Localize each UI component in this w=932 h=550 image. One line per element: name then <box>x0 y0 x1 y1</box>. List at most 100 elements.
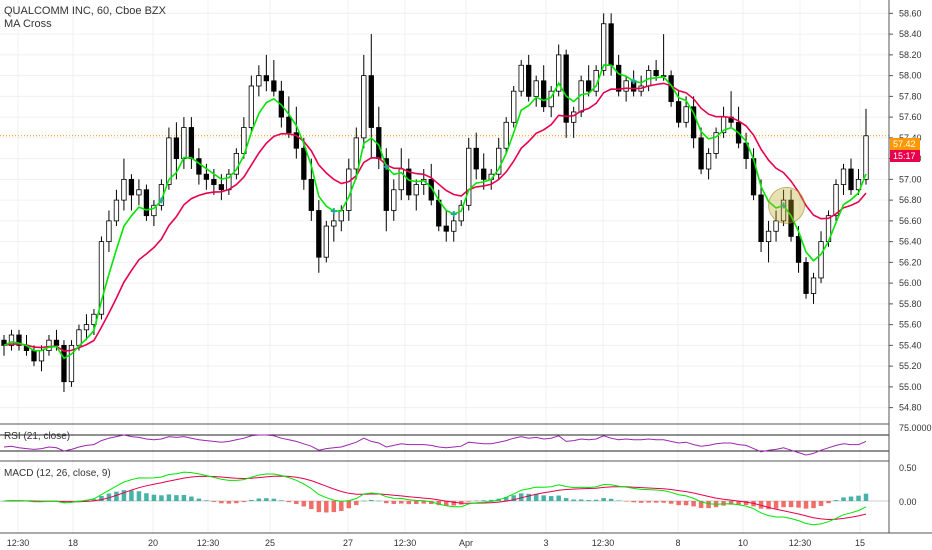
candle[interactable] <box>571 106 577 138</box>
candle[interactable] <box>271 60 277 97</box>
candle[interactable] <box>196 148 202 185</box>
candle[interactable] <box>503 117 509 154</box>
candle[interactable] <box>443 210 449 242</box>
indicator-label: MA Cross <box>4 18 52 30</box>
candle[interactable] <box>323 220 329 263</box>
candle-body <box>623 80 629 92</box>
candle[interactable] <box>473 132 479 180</box>
candle[interactable] <box>293 106 299 159</box>
candle[interactable] <box>143 184 150 221</box>
candle[interactable] <box>353 127 359 180</box>
candle-body <box>511 90 517 123</box>
candle[interactable] <box>383 148 389 232</box>
candle-body <box>76 329 82 346</box>
candle[interactable] <box>16 329 22 351</box>
candle[interactable] <box>840 163 847 195</box>
time-tick-label: Apr <box>459 538 473 548</box>
candle[interactable] <box>61 340 67 393</box>
candle[interactable] <box>466 137 472 211</box>
macd-histogram-bar <box>473 500 479 502</box>
candle[interactable] <box>248 75 255 133</box>
macd-histogram-bar <box>646 501 651 503</box>
candle[interactable] <box>586 65 592 97</box>
candle[interactable] <box>46 335 52 356</box>
candle[interactable] <box>496 137 502 180</box>
macd-histogram-bar <box>361 500 367 502</box>
macd-histogram-bar <box>219 501 224 504</box>
macd-histogram-bar <box>541 495 546 501</box>
candle[interactable] <box>705 148 712 180</box>
candle[interactable] <box>413 179 419 211</box>
candle[interactable] <box>136 179 142 206</box>
candle-body <box>248 85 255 128</box>
candle[interactable] <box>8 329 15 351</box>
candle[interactable] <box>263 54 269 92</box>
candle[interactable] <box>863 108 869 185</box>
time-tick-label: 15 <box>855 538 865 548</box>
candle[interactable] <box>106 210 112 253</box>
macd-histogram-bar <box>294 501 299 505</box>
candle[interactable] <box>316 200 322 273</box>
candle[interactable] <box>563 49 569 138</box>
candle[interactable] <box>526 54 532 102</box>
candle[interactable] <box>855 169 862 195</box>
candle[interactable] <box>458 200 464 227</box>
macd-histogram-bar <box>781 501 786 508</box>
candle[interactable] <box>128 174 135 211</box>
price-tick-label: 58.00 <box>899 71 922 81</box>
candle[interactable] <box>533 75 539 107</box>
time-tick-label: 12:30 <box>592 538 615 548</box>
countdown-text: 15:17 <box>893 151 916 161</box>
candle[interactable] <box>758 179 764 252</box>
candle[interactable] <box>361 54 367 149</box>
candle[interactable] <box>83 314 90 341</box>
candle[interactable] <box>173 122 180 180</box>
candle[interactable] <box>518 60 524 97</box>
macd-pane[interactable] <box>0 471 889 526</box>
candle-body <box>848 168 854 191</box>
candle[interactable] <box>113 189 120 227</box>
candle[interactable] <box>690 96 697 149</box>
candle[interactable] <box>68 340 75 387</box>
macd-histogram-bar <box>773 501 779 509</box>
rsi-pane[interactable] <box>0 434 889 456</box>
candle[interactable] <box>556 44 562 97</box>
price-tick-label: 56.00 <box>899 278 922 288</box>
price-pane[interactable] <box>0 13 889 393</box>
candle[interactable] <box>286 96 292 138</box>
price-tick-label: 55.60 <box>899 320 922 330</box>
candle[interactable] <box>810 272 817 304</box>
candle-body <box>61 344 67 383</box>
macd-histogram-bar <box>324 501 329 513</box>
candle[interactable] <box>511 86 517 128</box>
candle[interactable] <box>765 220 772 263</box>
candle-body <box>608 23 614 66</box>
candle-body <box>68 344 75 383</box>
macd-histogram-bar <box>1 501 7 502</box>
candle[interactable] <box>391 179 397 221</box>
candle[interactable] <box>481 153 487 190</box>
candle-body <box>323 225 329 258</box>
candle-body <box>563 54 569 123</box>
candle[interactable] <box>848 158 854 195</box>
candle[interactable] <box>541 65 547 112</box>
candle[interactable] <box>803 257 809 299</box>
candle[interactable] <box>713 127 719 159</box>
candle-body <box>203 173 210 180</box>
candle[interactable] <box>451 215 457 242</box>
candle[interactable] <box>698 127 704 175</box>
candle[interactable] <box>256 65 262 97</box>
candle[interactable] <box>151 200 157 227</box>
candle[interactable] <box>301 137 307 190</box>
candle[interactable] <box>121 158 127 211</box>
candle[interactable] <box>773 210 779 242</box>
candle[interactable] <box>818 231 824 284</box>
candle[interactable] <box>795 226 802 273</box>
candle-body <box>368 75 374 128</box>
candle-body <box>675 101 682 123</box>
macd-histogram-bar <box>736 501 741 505</box>
candle[interactable] <box>98 236 105 320</box>
candle[interactable] <box>331 210 337 242</box>
macd-histogram-bar <box>848 496 854 501</box>
